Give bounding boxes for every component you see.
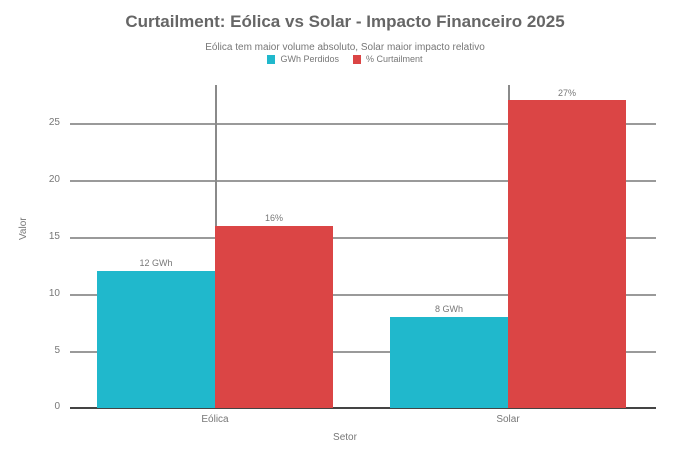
- y-tick-5: 5: [54, 345, 60, 356]
- gridline-25: [70, 123, 656, 125]
- y-axis-title: Valor: [18, 217, 29, 240]
- bar-label-eolica-pct: 16%: [264, 213, 283, 223]
- y-tick-25: 25: [48, 117, 60, 128]
- bar-label-solar-pct: 27%: [557, 88, 576, 98]
- legend-swatch-pct: [353, 54, 361, 64]
- y-tick-15: 15: [48, 231, 60, 242]
- bar-eolica-gwh[interactable]: [97, 271, 215, 408]
- x-tick-solar: Solar: [496, 414, 520, 425]
- gridline-15: [70, 237, 656, 239]
- legend-item-gwh[interactable]: GWh Perdidos: [267, 54, 339, 64]
- plot-area: 25 20 15 10 5 0 12 GWh 16% 8 GWh 27% Eól…: [49, 85, 656, 425]
- gridline-0: [70, 407, 656, 409]
- bar-label-solar-gwh: 8 GWh: [434, 304, 463, 314]
- chart-title: Curtailment: Eólica vs Solar - Impacto F…: [125, 12, 565, 31]
- legend-label-gwh: GWh Perdidos: [280, 54, 339, 64]
- bar-solar-gwh[interactable]: [390, 317, 508, 408]
- gridline-10: [70, 294, 656, 296]
- bar-label-eolica-gwh: 12 GWh: [139, 258, 173, 268]
- x-axis-title: Setor: [333, 432, 357, 443]
- gridline-20: [70, 180, 656, 182]
- legend-swatch-gwh: [267, 54, 276, 64]
- y-tick-10: 10: [48, 288, 60, 299]
- chart-subtitle: Eólica tem maior volume absoluto, Solar …: [205, 42, 485, 53]
- y-tick-0: 0: [54, 401, 60, 412]
- bar-eolica-pct[interactable]: [215, 226, 333, 408]
- y-tick-20: 20: [48, 174, 60, 185]
- legend: GWh Perdidos % Curtailment: [0, 54, 690, 64]
- bar-solar-pct[interactable]: [508, 100, 626, 408]
- legend-label-pct: % Curtailment: [366, 54, 423, 64]
- gridline-5: [70, 351, 656, 353]
- x-tick-eolica: Eólica: [201, 414, 229, 425]
- legend-item-pct[interactable]: % Curtailment: [353, 54, 423, 64]
